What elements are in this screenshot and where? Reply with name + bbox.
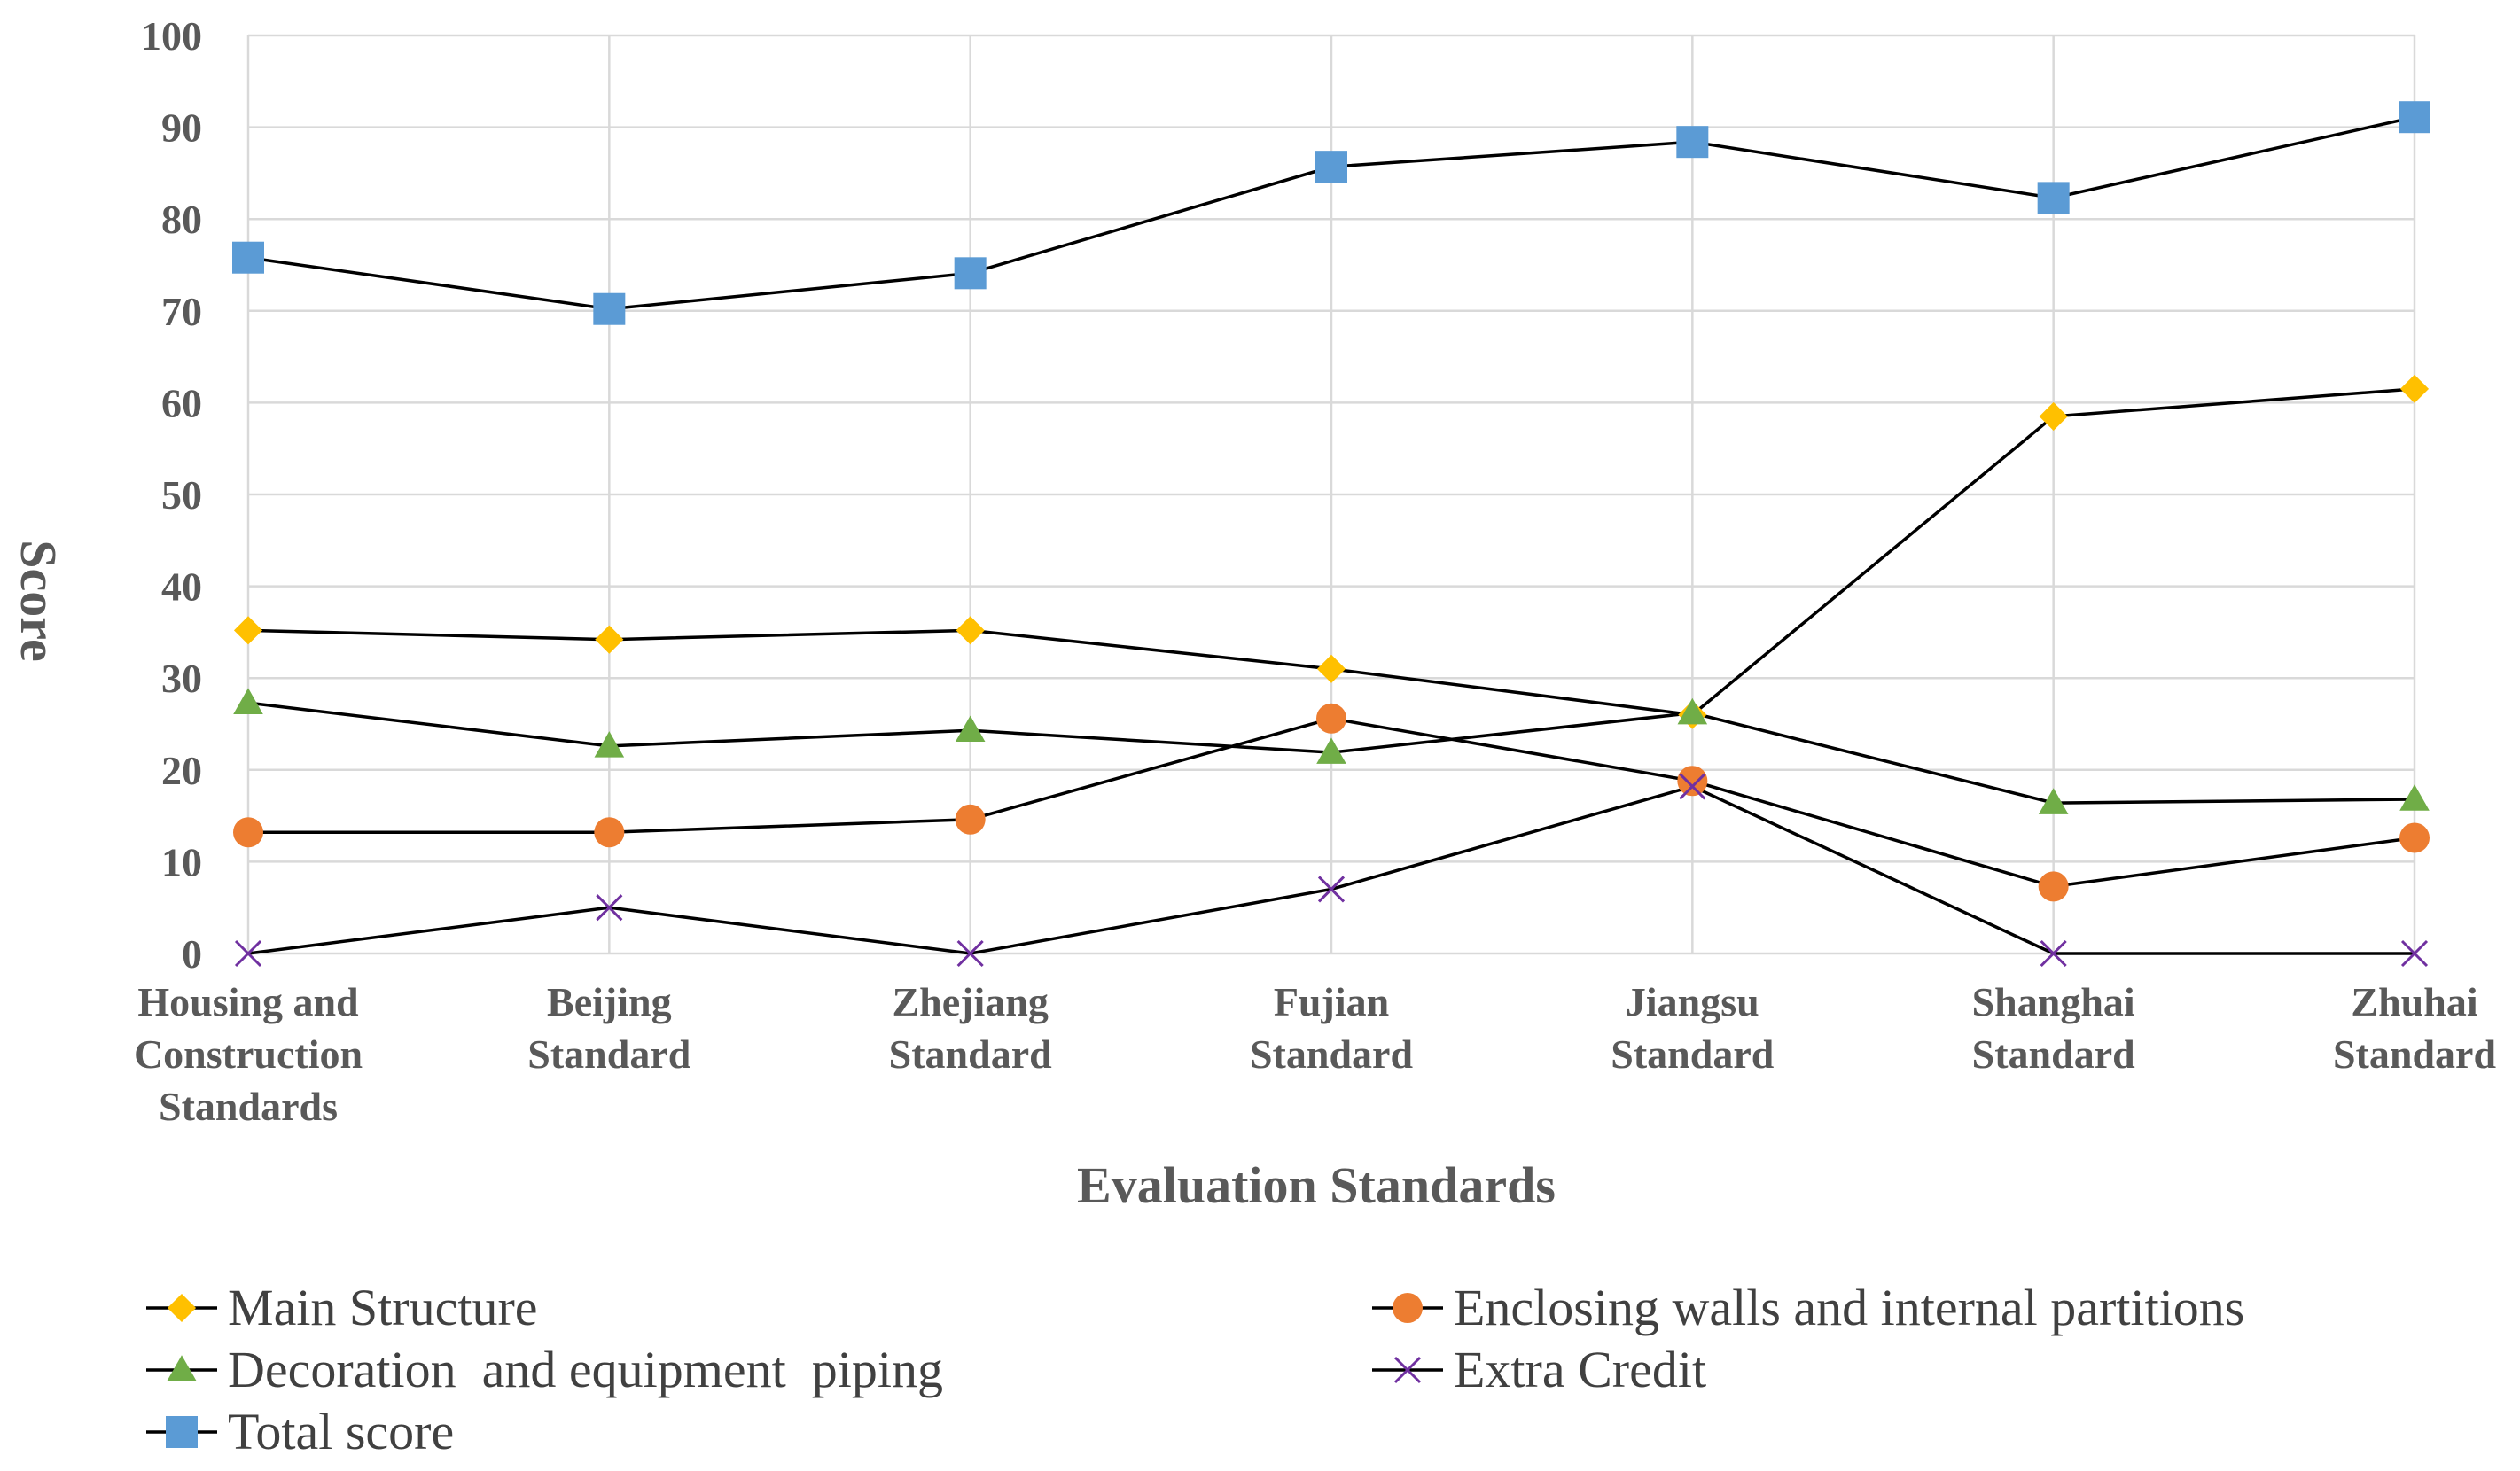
y-axis-ticks: 0 10 20 30 40 50 60 70 80 90 100: [141, 13, 202, 977]
series-markers: [232, 101, 2430, 968]
data-point-total-score: [1676, 126, 1709, 159]
gridlines: [246, 34, 2416, 955]
data-point-extra-credit: [956, 939, 984, 968]
data-point-extra-credit: [234, 939, 262, 968]
data-point-extra-credit: [2400, 939, 2429, 968]
x-tick-label: Beijing Standard: [527, 979, 690, 1077]
legend-item-total-score: Total score: [146, 1403, 454, 1460]
y-tick-label: 10: [161, 839, 202, 884]
data-point-enclosing-walls-and-internal-partitions: [2038, 871, 2069, 902]
legend-marker: [1393, 1293, 1423, 1323]
legend-label: Decoration and equipment piping: [228, 1341, 943, 1398]
data-point-main-structure: [2039, 401, 2068, 432]
x-axis-title: Evaluation Standards: [1077, 1156, 1556, 1214]
legend: Main Structure Enclosing walls and intern…: [146, 1279, 2244, 1460]
y-tick-label: 80: [161, 197, 202, 242]
legend-item-enclosing-walls-and-internal-partitions: Enclosing walls and internal partitions: [1372, 1279, 2244, 1336]
legend-label: Main Structure: [228, 1279, 538, 1336]
data-point-main-structure: [233, 616, 263, 645]
data-point-decoration-and-equipment-piping: [233, 688, 263, 714]
legend-marker: [1393, 1356, 1422, 1384]
y-tick-label: 20: [161, 748, 202, 793]
y-tick-label: 90: [161, 105, 202, 151]
data-point-enclosing-walls-and-internal-partitions: [955, 804, 986, 835]
data-point-decoration-and-equipment-piping: [594, 731, 625, 758]
y-tick-label: 50: [161, 472, 202, 518]
y-tick-label: 60: [161, 380, 202, 425]
data-point-total-score: [593, 292, 626, 325]
data-point-enclosing-walls-and-internal-partitions: [1316, 703, 1346, 734]
data-point-enclosing-walls-and-internal-partitions: [233, 817, 263, 848]
data-point-extra-credit: [2040, 939, 2067, 968]
x-axis-ticks: Housing and Construction Standards Beijing S…: [134, 979, 2497, 1129]
legend-item-decoration-and-equipment-piping: Decoration and equipment piping: [146, 1341, 943, 1398]
y-tick-label: 0: [182, 931, 202, 977]
data-point-main-structure: [956, 616, 985, 645]
data-point-extra-credit: [596, 894, 623, 922]
legend-label: Enclosing walls and internal partitions: [1454, 1279, 2244, 1336]
legend-marker: [167, 1355, 197, 1381]
data-point-extra-credit: [1679, 773, 1706, 800]
data-point-total-score: [2037, 182, 2070, 214]
data-point-enclosing-walls-and-internal-partitions: [2399, 822, 2430, 853]
y-tick-label: 100: [141, 13, 202, 58]
data-point-main-structure: [2399, 374, 2430, 403]
legend-label: Total score: [228, 1403, 454, 1460]
legend-marker: [167, 1293, 197, 1323]
x-tick-label: Shanghai Standard: [1972, 979, 2136, 1077]
x-tick-label: Zhuhai Standard: [2333, 979, 2496, 1077]
data-point-main-structure: [1316, 654, 1346, 683]
data-point-decoration-and-equipment-piping: [955, 715, 986, 743]
data-point-total-score: [1315, 151, 1347, 183]
data-point-total-score: [232, 241, 264, 274]
data-point-decoration-and-equipment-piping: [1316, 737, 1346, 764]
legend-marker: [166, 1416, 198, 1448]
y-axis-title: Score: [10, 540, 67, 661]
x-tick-label: Zhejiang Standard: [889, 979, 1052, 1077]
x-tick-label: Jiangsu Standard: [1611, 979, 1774, 1077]
data-point-decoration-and-equipment-piping: [2399, 784, 2430, 811]
data-point-extra-credit: [1317, 876, 1346, 903]
x-tick-label: Housing and Construction Standards: [134, 979, 363, 1129]
data-point-decoration-and-equipment-piping: [2038, 788, 2069, 814]
data-point-enclosing-walls-and-internal-partitions: [1677, 766, 1708, 797]
y-tick-label: 40: [161, 564, 202, 610]
data-point-total-score: [954, 257, 987, 290]
data-point-total-score: [2399, 101, 2430, 134]
data-point-enclosing-walls-and-internal-partitions: [594, 817, 625, 848]
data-point-decoration-and-equipment-piping: [1677, 697, 1708, 725]
legend-item-main-structure: Main Structure: [146, 1279, 538, 1336]
y-tick-label: 30: [161, 656, 202, 701]
x-tick-label: Fujian Standard: [1250, 979, 1413, 1077]
legend-label: Extra Credit: [1454, 1341, 1706, 1398]
y-tick-label: 70: [161, 289, 202, 334]
data-point-main-structure: [595, 625, 624, 654]
legend-item-extra-credit: Extra Credit: [1372, 1341, 1706, 1398]
